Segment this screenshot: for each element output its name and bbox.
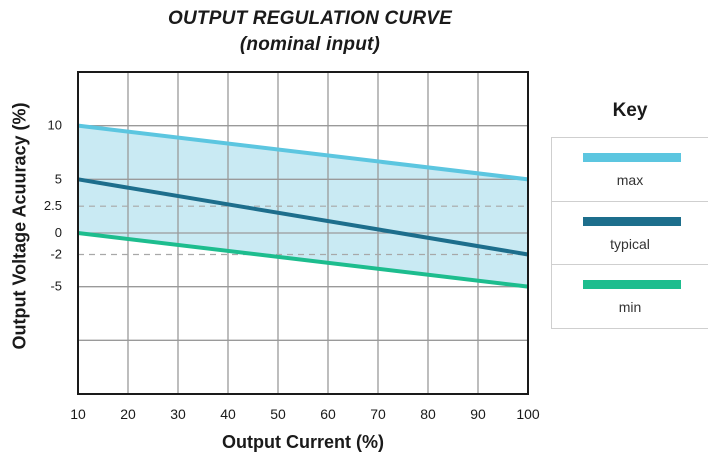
y-tick-label: 5 [55,171,62,186]
legend: max typical min [551,137,708,329]
y-tick-label: -5 [50,279,62,294]
series-line-min [77,231,529,289]
chart-subtitle: (nominal input) [239,34,381,55]
x-tick-label: 30 [170,406,186,422]
plot-frame [77,71,529,395]
legend-item-max: max [552,138,708,201]
series-line-max [77,123,529,182]
x-tick-label: 80 [420,406,436,422]
y-axis-label: Output Voltage Acuuracy (%) [9,102,30,350]
legend-swatch-max [583,153,681,162]
x-axis-label: Output Current (%) [222,432,384,452]
series-line-typical [77,177,529,257]
x-tick-label: 90 [470,406,486,422]
legend-label-typical: typical [610,236,650,252]
legend-label-max: max [616,172,644,188]
x-tick-label: 20 [120,406,136,422]
legend-title: Key [612,100,648,121]
x-tick-label: 50 [270,406,286,422]
x-tick-label: 40 [220,406,236,422]
y-tick-label: 0 [55,225,62,240]
x-tick-label: 10 [70,406,86,422]
x-tick-label: 60 [320,406,336,422]
x-tick-label: 100 [516,406,540,422]
y-tick-label: 10 [48,118,62,133]
legend-label-min: min [618,299,642,315]
legend-swatch-typical [583,217,681,226]
y-tick-label: 2.5 [44,198,62,213]
chart-title: OUTPUT REGULATION CURVE [168,8,452,29]
legend-item-min: min [552,264,708,328]
y-tick-label: -2 [50,246,62,261]
x-tick-label: 70 [370,406,386,422]
legend-swatch-min [583,280,681,289]
legend-item-typical: typical [552,201,708,265]
